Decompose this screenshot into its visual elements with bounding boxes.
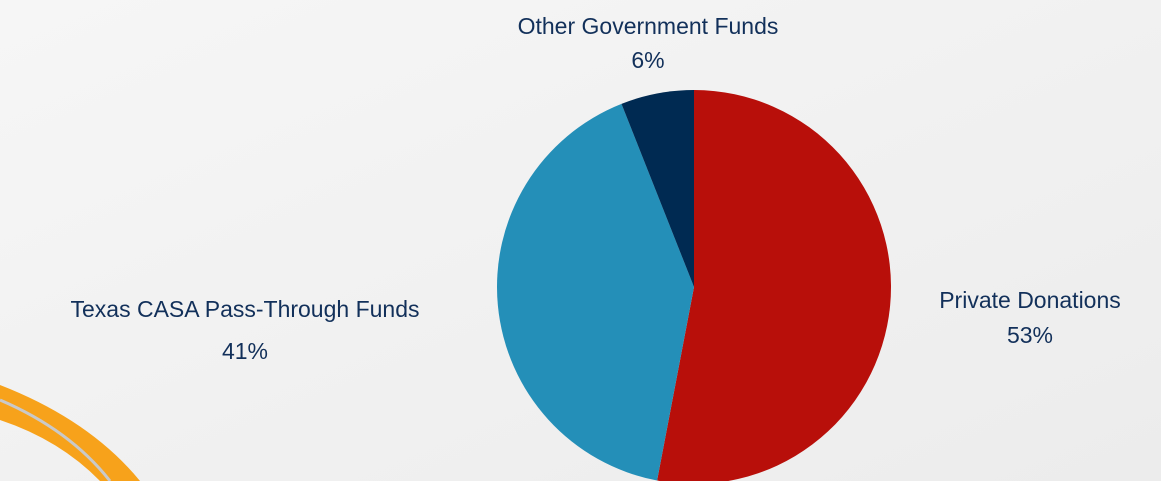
- pie: [496, 90, 891, 481]
- slice-label: Private Donations: [939, 287, 1121, 313]
- slice-label: Texas CASA Pass-Through Funds: [71, 296, 420, 322]
- decoration-line: [0, 398, 112, 481]
- slice-value-label: 41%: [222, 338, 268, 364]
- slice-label: Other Government Funds: [518, 13, 779, 39]
- slice-value-label: 53%: [1007, 322, 1053, 348]
- pie-slice: [621, 90, 694, 287]
- decoration-arc: [0, 385, 140, 481]
- pie-slice: [657, 90, 891, 481]
- slice-value-label: 6%: [631, 47, 664, 73]
- pie-slice: [496, 103, 694, 481]
